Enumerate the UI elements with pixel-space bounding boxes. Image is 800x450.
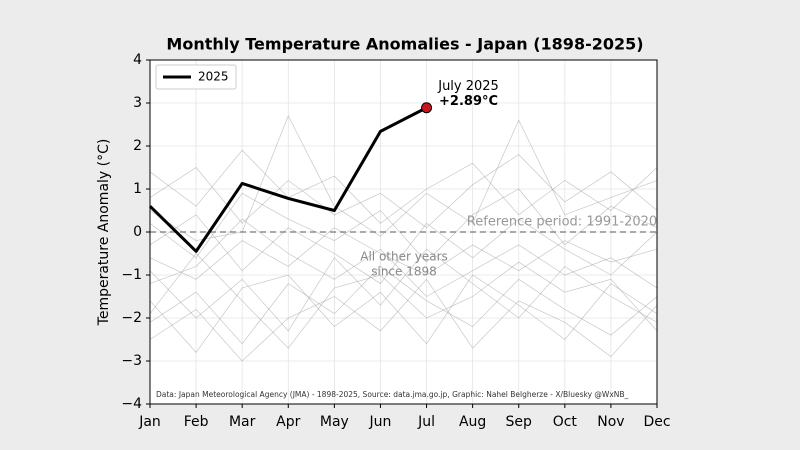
x-tick-label: Feb <box>184 414 209 430</box>
x-tick-label: Aug <box>459 414 486 430</box>
others-label: since 1898 <box>371 265 437 279</box>
y-tick-label: 4 <box>133 52 142 68</box>
source-note: Data: Japan Meteorological Agency (JMA) … <box>156 390 629 399</box>
x-tick-label: Jan <box>138 414 161 430</box>
reference-label: Reference period: 1991-2020 <box>467 215 657 230</box>
background-year-line <box>149 265 658 345</box>
x-tick-label: Nov <box>597 414 624 430</box>
x-tick-label: May <box>320 414 349 430</box>
background-year-line <box>149 252 658 349</box>
chart-title: Monthly Temperature Anomalies - Japan (1… <box>166 35 643 54</box>
y-tick-label: −4 <box>121 396 142 412</box>
x-tick-label: Oct <box>553 414 578 430</box>
x-tick-label: Dec <box>643 414 670 430</box>
background-year-line <box>149 188 658 263</box>
background-year-line <box>149 218 658 297</box>
x-tick-label: Sep <box>506 414 533 430</box>
others-label: All other years <box>360 250 448 264</box>
background-year-line <box>149 214 658 285</box>
y-tick-label: −3 <box>121 353 142 369</box>
y-tick-label: 2 <box>133 138 142 154</box>
highlight-marker <box>421 102 433 114</box>
background-year-line <box>149 274 658 353</box>
y-tick-label: 3 <box>133 95 142 111</box>
background-year-line <box>149 248 658 332</box>
background-year-line <box>149 154 658 229</box>
y-axis-label: Temperature Anomaly (°C) <box>96 139 112 327</box>
x-tick-label: Mar <box>229 414 256 430</box>
x-tick-label: Apr <box>276 414 300 430</box>
x-tick-label: Jun <box>369 414 392 430</box>
legend-box <box>155 64 237 90</box>
point-annotation: July 2025 <box>437 79 499 94</box>
y-tick-label: −1 <box>121 267 142 283</box>
y-tick-label: 1 <box>133 181 142 197</box>
x-tick-label: Jul <box>417 414 435 430</box>
legend-label: 2025 <box>198 70 229 84</box>
series-line <box>148 106 428 253</box>
value-label: +2.89°C <box>439 94 498 109</box>
background-year-line <box>149 227 658 280</box>
plot-frame <box>149 59 658 405</box>
background-year-line <box>149 278 658 362</box>
background-year-line <box>149 149 658 224</box>
y-tick-label: 0 <box>133 224 142 240</box>
background-year-line <box>149 115 658 241</box>
y-tick-label: −2 <box>121 310 142 326</box>
